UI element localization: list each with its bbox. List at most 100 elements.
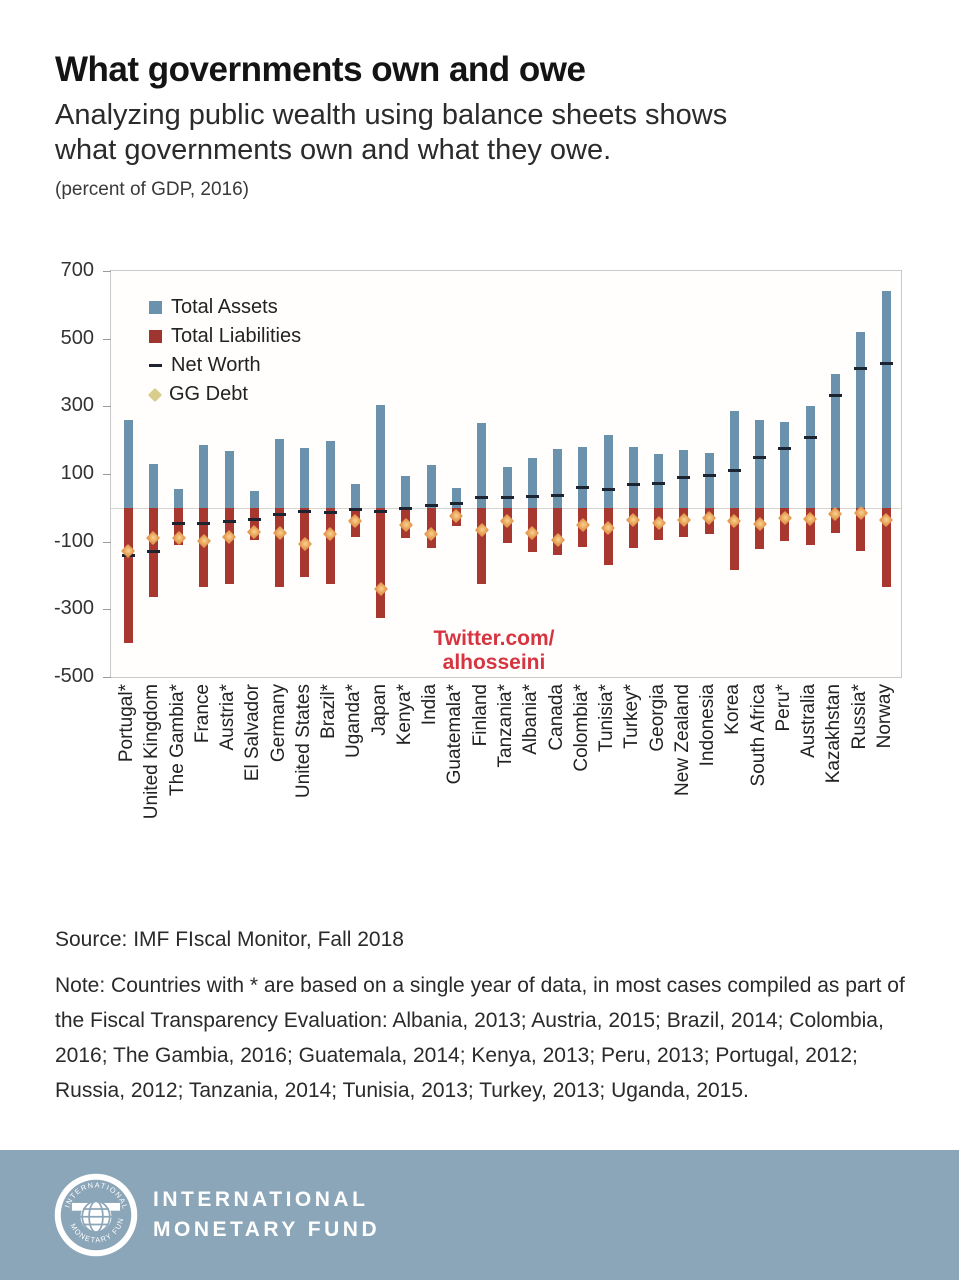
x-axis-label: Korea <box>722 684 744 735</box>
total-assets-bar <box>148 463 158 508</box>
net-worth-marker <box>702 474 716 478</box>
x-axis-label: France <box>191 684 213 744</box>
net-worth-marker <box>323 511 337 515</box>
total-assets-bar <box>199 445 209 508</box>
y-axis-tick <box>103 338 111 340</box>
total-assets-bar <box>830 374 840 508</box>
chart-unit-note: (percent of GDP, 2016) <box>55 178 249 200</box>
total-assets-bar <box>729 411 739 508</box>
net-worth-marker <box>652 481 666 485</box>
total-assets-bar <box>603 435 613 508</box>
total-assets-bar <box>224 451 234 508</box>
total-assets-bar <box>350 484 360 508</box>
notes: Source: IMF FIscal Monitor, Fall 2018 No… <box>55 928 915 1108</box>
x-axis-label: The Gambia* <box>166 684 188 796</box>
x-axis-label: Georgia <box>646 684 668 752</box>
total-assets-bar <box>856 331 866 508</box>
x-axis-label: Colombia* <box>570 684 592 772</box>
net-worth-marker <box>197 521 211 525</box>
x-axis-label: Finland <box>469 684 491 747</box>
x-axis-label: Canada <box>545 684 567 751</box>
total-assets-bar <box>275 439 285 508</box>
total-assets-bar <box>451 488 461 508</box>
net-worth-marker <box>803 436 817 440</box>
legend-label: GG Debt <box>169 383 248 405</box>
total-assets-bar <box>881 291 891 508</box>
total-assets-bar <box>755 419 765 508</box>
net-worth-marker <box>146 550 160 554</box>
y-axis-label: 500 <box>60 326 94 349</box>
y-axis-tick <box>103 677 111 678</box>
net-worth-marker <box>247 518 261 522</box>
x-axis-label: Kenya* <box>393 684 415 746</box>
plot-area: Total Assets Total Liabilities Net Worth… <box>103 270 902 678</box>
total-liabilities-bar <box>628 507 638 548</box>
total-assets-bar <box>502 467 512 508</box>
total-liabilities-bar <box>881 507 891 588</box>
total-liabilities-swatch-icon <box>149 330 162 343</box>
net-worth-marker <box>348 508 362 512</box>
total-liabilities-bar <box>275 507 285 588</box>
total-assets-bar <box>780 421 790 508</box>
source-note: Source: IMF FIscal Monitor, Fall 2018 <box>55 928 404 951</box>
total-assets-bar <box>527 457 537 508</box>
imf-name-line2: MONETARY FUND <box>153 1218 381 1241</box>
x-axis-label: South Africa <box>747 684 769 787</box>
x-axis-labels: Portugal* United Kingdom The Gambia* France… <box>110 684 900 899</box>
total-assets-bar <box>805 406 815 508</box>
y-axis-label: 700 <box>60 259 94 281</box>
net-worth-marker <box>172 521 186 525</box>
total-assets-bar <box>578 446 588 508</box>
total-assets-bar <box>376 404 386 508</box>
x-axis-label: Austria* <box>217 684 239 751</box>
y-axis-tick <box>103 474 111 475</box>
total-liabilities-bar <box>376 507 386 618</box>
net-worth-marker <box>677 476 691 480</box>
net-worth-marker <box>424 503 438 507</box>
net-worth-marker <box>753 456 767 460</box>
x-axis-label: Germany <box>267 684 289 763</box>
chart-subtitle: Analyzing public wealth using balance sh… <box>55 99 728 167</box>
y-axis: 700 500 300 100 -100 -300 -500 <box>36 259 100 687</box>
x-axis-label: Brazil* <box>318 684 340 739</box>
x-axis-label: Peru* <box>772 684 794 732</box>
total-assets-bar <box>426 465 436 508</box>
net-worth-marker <box>222 519 236 523</box>
legend-item-total-liabilities: Total Liabilities <box>149 322 301 351</box>
net-worth-marker <box>500 496 514 500</box>
y-axis-tick <box>103 541 111 543</box>
legend-item-total-assets: Total Assets <box>149 293 301 322</box>
y-axis-tick <box>103 406 111 408</box>
total-assets-bar <box>401 476 411 508</box>
total-liabilities-bar <box>174 507 184 546</box>
net-worth-marker <box>601 487 615 491</box>
x-axis-label: Albania* <box>520 684 542 755</box>
x-axis-label: United Kingdom <box>141 684 163 820</box>
total-liabilities-bar <box>325 507 335 584</box>
y-axis-tick <box>103 609 111 611</box>
legend-item-gg-debt: GG Debt <box>147 380 301 409</box>
net-worth-marker <box>399 507 413 511</box>
x-axis-label: Kazakhstan <box>823 684 845 784</box>
x-axis-label: El Salvador <box>242 684 264 782</box>
footer-band: INTERNATIONAL MONETARY FUND INTERNATIONA… <box>0 1150 959 1280</box>
x-axis-label: Portugal* <box>116 684 137 763</box>
x-axis-label: India <box>419 684 441 726</box>
x-axis-label: Indonesia <box>697 684 719 767</box>
y-axis-label: 300 <box>60 394 94 417</box>
total-liabilities-bar <box>477 507 487 584</box>
y-axis-label: 100 <box>60 462 94 484</box>
net-worth-marker <box>298 510 312 514</box>
total-liabilities-bar <box>553 507 563 556</box>
total-assets-bar <box>325 440 335 508</box>
watermark: Twitter.com/ alhosseini <box>394 627 594 675</box>
total-assets-swatch-icon <box>149 301 162 314</box>
x-axis-label: Tunisia* <box>596 684 618 752</box>
x-axis-label: Japan <box>368 684 390 736</box>
net-worth-marker <box>449 501 463 505</box>
total-assets-bar <box>123 419 133 508</box>
total-liabilities-bar <box>249 507 259 540</box>
x-axis-label: Guatemala* <box>444 684 466 785</box>
net-worth-marker <box>374 509 388 513</box>
